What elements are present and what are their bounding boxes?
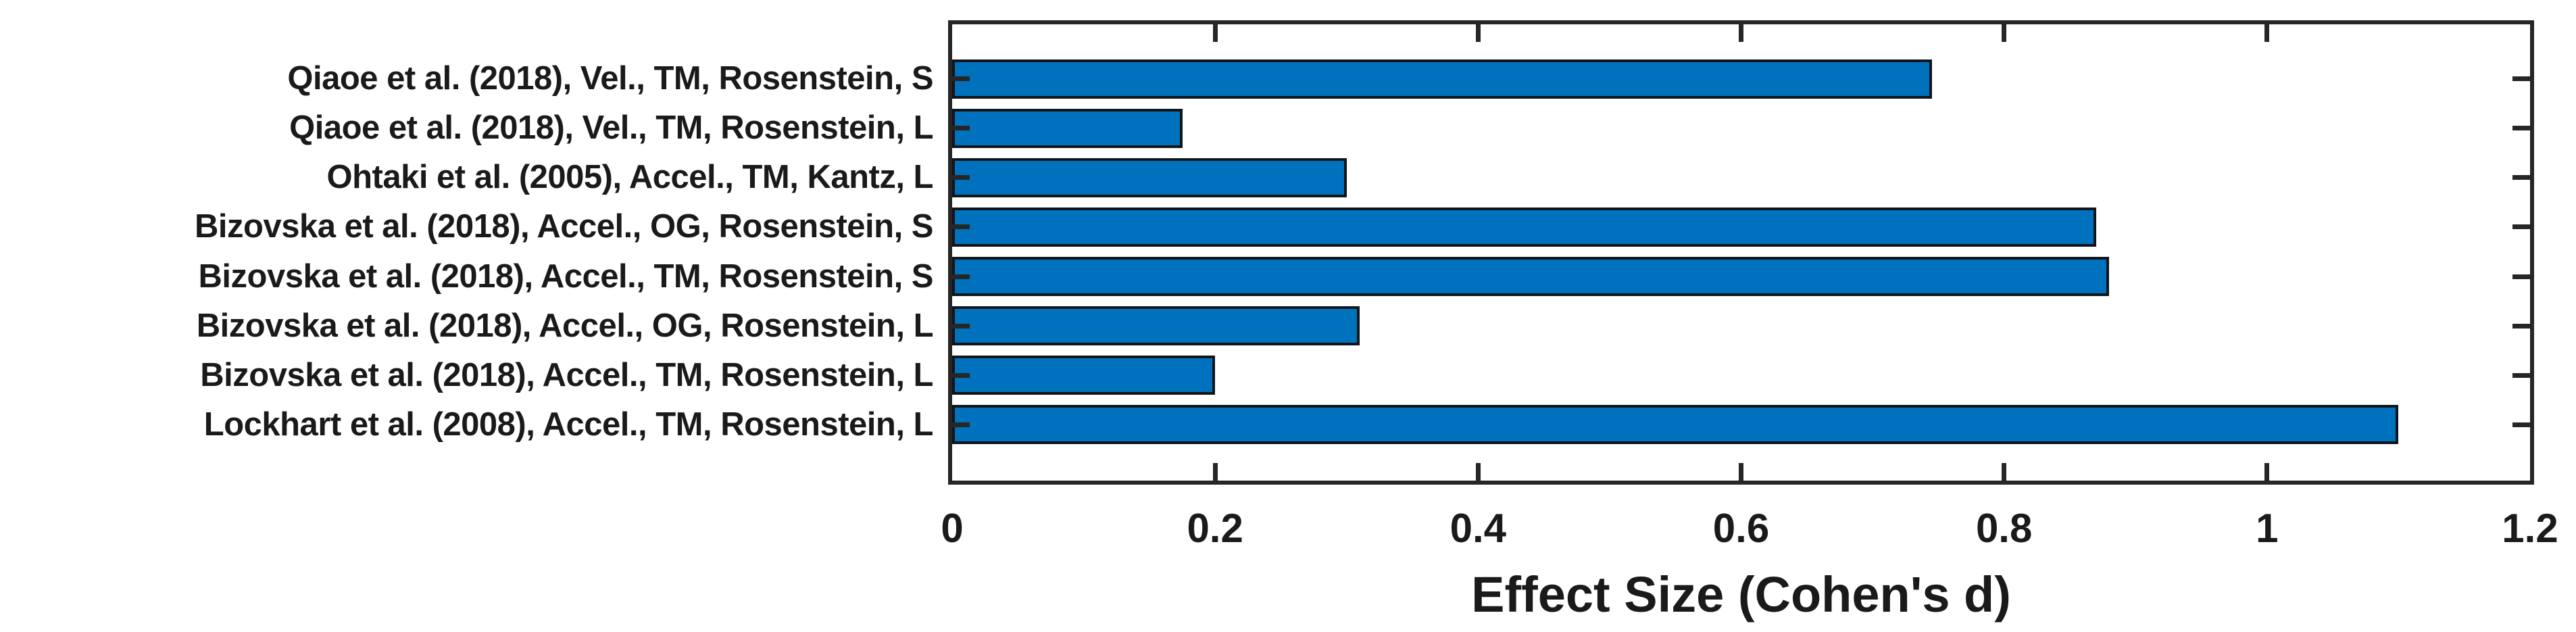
y-tick-right <box>2512 175 2530 180</box>
x-tick-bottom <box>2264 463 2270 481</box>
y-tick-left <box>952 323 970 329</box>
x-tick-bottom <box>1475 463 1481 481</box>
y-axis-category-label: Qiaoe et al. (2018), Vel., TM, Rosenstei… <box>287 60 933 97</box>
bar <box>952 306 1360 346</box>
x-tick-bottom <box>1739 463 1743 481</box>
y-axis-category-label: Bizovska et al. (2018), Accel., TM, Rose… <box>200 356 933 393</box>
y-axis-category-label: Qiaoe et al. (2018), Vel., TM, Rosenstei… <box>289 110 933 147</box>
y-axis-category-label: Ohtaki et al. (2005), Accel., TM, Kantz,… <box>326 159 933 196</box>
x-tick-label: 0 <box>941 506 964 551</box>
x-tick-top <box>1739 24 1743 42</box>
x-tick-label: 0.8 <box>1975 506 2033 551</box>
bar <box>952 207 2096 247</box>
y-tick-left <box>952 372 970 378</box>
x-tick-bottom <box>1212 463 1218 481</box>
x-tick-label: 1 <box>2256 506 2279 551</box>
y-tick-left <box>952 274 970 279</box>
bar <box>952 59 1932 99</box>
x-tick-top <box>2264 24 2270 42</box>
x-tick-top <box>1212 24 1218 42</box>
y-axis-category-label: Bizovska et al. (2018), Accel., OG, Rose… <box>196 307 934 344</box>
x-tick-top <box>1475 24 1481 42</box>
y-tick-right <box>2512 274 2530 279</box>
x-tick-label: 0.6 <box>1712 506 1770 551</box>
bar <box>952 157 1347 197</box>
bar <box>952 108 1183 148</box>
x-tick-label: 1.2 <box>2502 506 2558 551</box>
x-tick-label: 0.4 <box>1450 506 1507 551</box>
y-tick-right <box>2512 323 2530 329</box>
bar <box>952 356 1216 395</box>
y-axis-category-label: Bizovska et al. (2018), Accel., OG, Rose… <box>195 208 933 245</box>
bar <box>952 405 2399 445</box>
y-tick-right <box>2512 422 2530 427</box>
x-axis-title: Effect Size (Cohen's d) <box>1471 566 2011 623</box>
x-tick-label: 0.2 <box>1187 506 1243 551</box>
y-tick-left <box>952 175 970 180</box>
y-tick-right <box>2512 224 2530 230</box>
y-tick-left <box>952 126 970 131</box>
y-axis-category-label: Bizovska et al. (2018), Accel., TM, Rose… <box>198 258 934 295</box>
x-tick-bottom <box>2002 463 2007 481</box>
y-axis-category-label: Lockhart et al. (2008), Accel., TM, Rose… <box>203 406 934 443</box>
x-tick-top <box>2002 24 2007 42</box>
y-tick-right <box>2512 76 2530 82</box>
y-tick-left <box>952 422 970 427</box>
plot-area <box>948 20 2534 485</box>
y-tick-left <box>952 76 970 82</box>
y-tick-right <box>2512 372 2530 378</box>
bar <box>952 257 2110 297</box>
y-tick-left <box>952 224 970 230</box>
y-tick-right <box>2512 126 2530 131</box>
